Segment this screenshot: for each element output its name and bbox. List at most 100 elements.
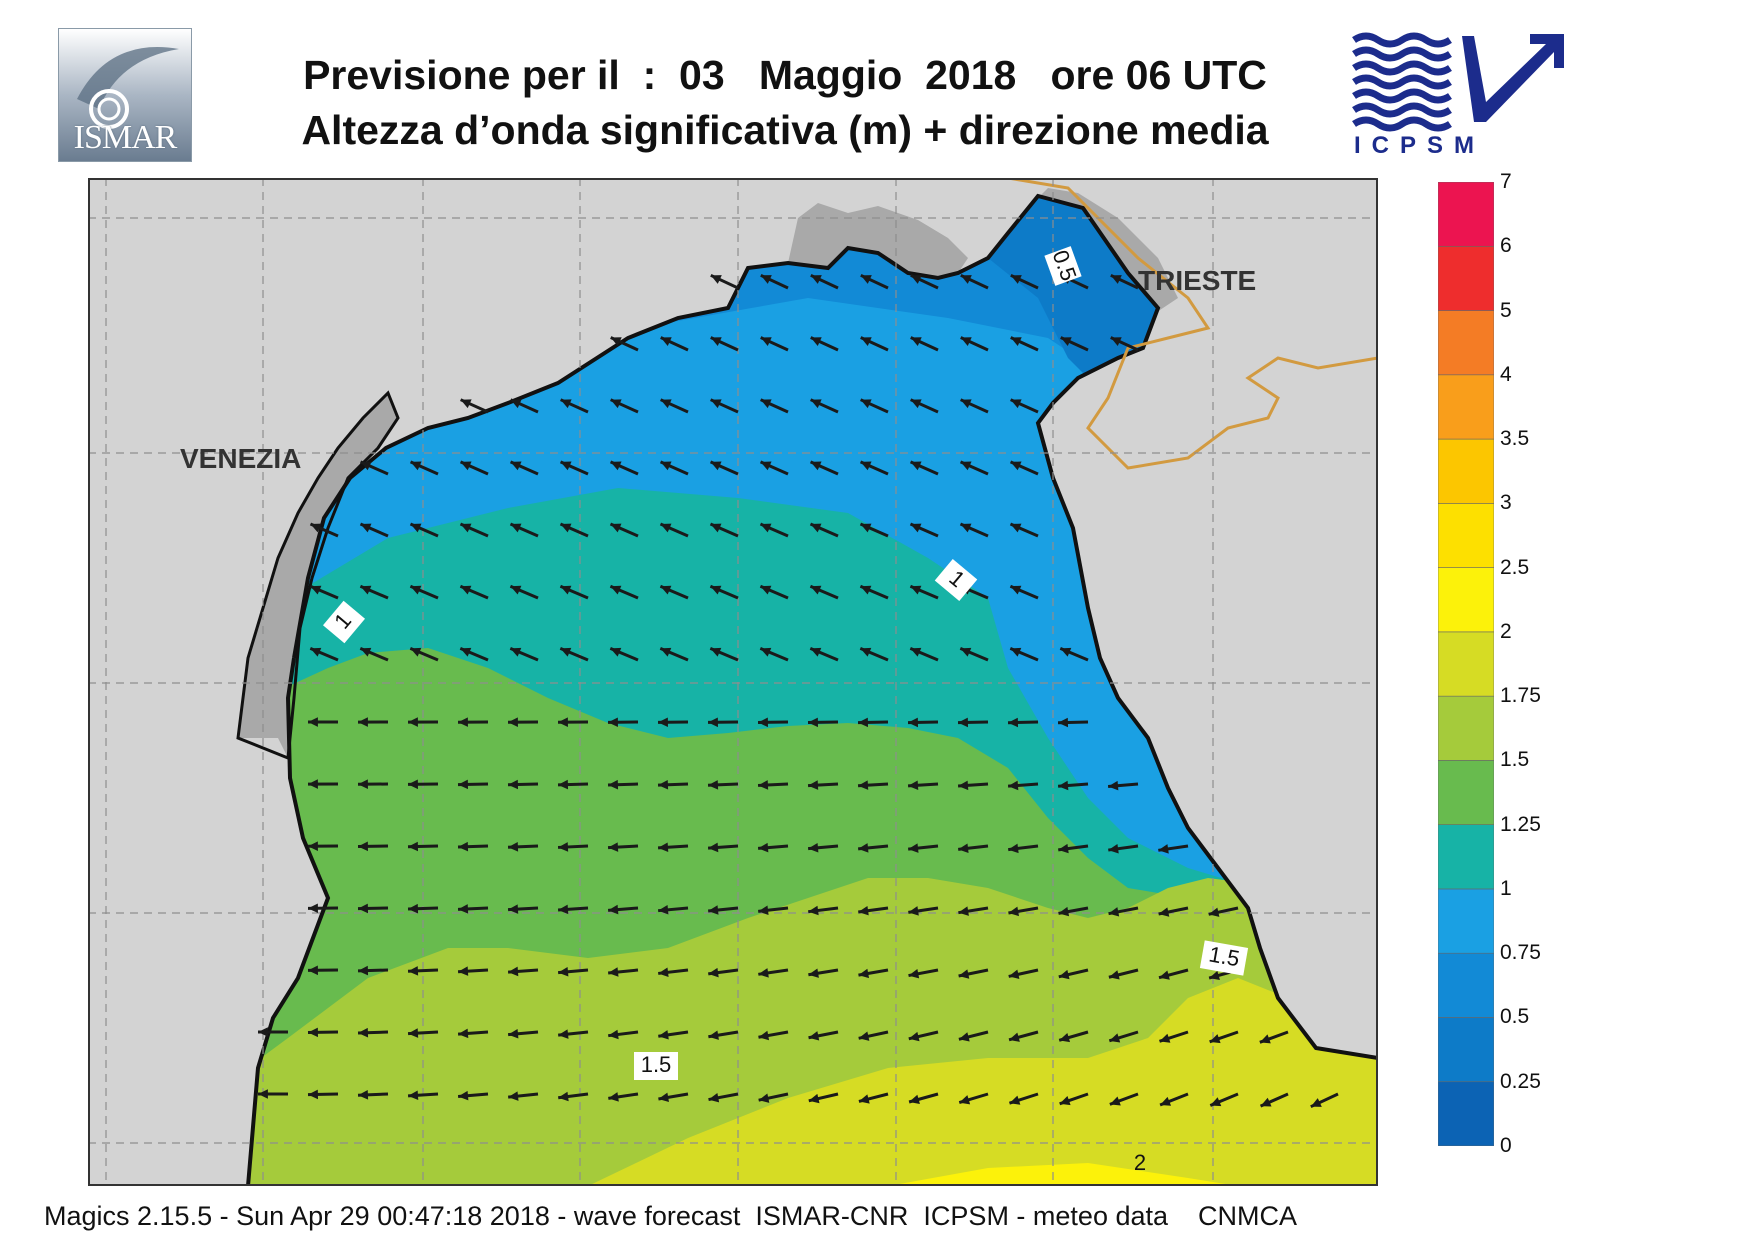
wave-direction-arrow <box>507 904 539 914</box>
wave-direction-arrow <box>507 717 539 727</box>
istria-land <box>788 203 968 278</box>
wave-direction-arrow <box>657 779 689 790</box>
colorbar-swatch <box>1438 374 1494 440</box>
contour-label-1-5-east: 1.5 <box>1207 941 1241 971</box>
wave-direction-arrow <box>859 460 889 476</box>
colorbar-tick-label: 1 <box>1500 876 1512 900</box>
wave-direction-arrow <box>659 647 689 662</box>
wave-direction-arrow <box>1010 336 1039 352</box>
wave-direction-arrow <box>1159 1092 1189 1107</box>
wave-direction-arrow <box>860 336 889 352</box>
wave-direction-arrow <box>1059 1092 1089 1106</box>
wave-direction-arrow <box>958 906 989 916</box>
wave-direction-arrow <box>509 460 539 476</box>
wave-direction-arrow <box>1259 1030 1289 1044</box>
wave-direction-arrow <box>559 647 589 662</box>
wave-direction-arrow <box>908 843 939 853</box>
wave-direction-arrow <box>608 1092 639 1102</box>
wave-direction-arrow <box>609 460 639 476</box>
wave-direction-arrow <box>507 779 539 790</box>
wave-direction-arrow <box>909 460 939 476</box>
wave-direction-arrow <box>758 968 789 978</box>
wave-direction-arrow <box>1060 336 1089 352</box>
wave-direction-arrow <box>658 1030 689 1040</box>
wave-direction-arrow <box>507 842 539 852</box>
wave-direction-arrow <box>307 903 339 914</box>
colorbar-swatch <box>1438 310 1494 376</box>
wave-direction-arrow <box>309 647 339 662</box>
wave-direction-arrow <box>357 841 389 852</box>
wave-direction-arrow <box>1259 1092 1289 1108</box>
wave-direction-arrow <box>610 336 639 352</box>
wave-direction-arrow <box>457 779 489 790</box>
wave-direction-arrow <box>910 273 939 290</box>
wave-direction-arrow <box>558 1029 589 1039</box>
wave-direction-arrow <box>557 842 589 852</box>
wave-direction-arrow <box>958 843 989 853</box>
icpsm-logo-text: ICPSM <box>1354 132 1486 159</box>
wave-direction-arrow <box>1158 906 1189 917</box>
wave-direction-arrow <box>708 1030 739 1040</box>
colorbar-swatch <box>1438 888 1494 954</box>
wave-direction-arrow <box>959 460 989 476</box>
wave-direction-arrow <box>859 584 889 600</box>
wave-direction-arrow <box>808 968 839 978</box>
colorbar-tick-label: 1.25 <box>1500 812 1541 836</box>
wave-direction-arrow <box>560 398 589 414</box>
wave-direction-arrow <box>409 647 439 662</box>
wave-direction-arrow <box>908 968 939 979</box>
wave-direction-arrows <box>258 273 1339 1109</box>
wave-direction-arrow <box>1059 647 1089 662</box>
wave-direction-arrow <box>459 647 489 662</box>
wave-direction-arrow <box>860 273 889 290</box>
colorbar-tick-label: 3 <box>1500 491 1512 515</box>
wave-direction-arrow <box>758 1030 789 1041</box>
wave-direction-arrow <box>258 1027 288 1037</box>
title-line-variable: Altezza d’onda significativa (m) + direz… <box>301 107 1269 153</box>
wave-direction-arrow <box>960 398 989 414</box>
wave-direction-arrow <box>807 842 839 853</box>
wave-direction-arrow <box>858 968 889 979</box>
wave-direction-arrow <box>860 398 889 414</box>
wave-direction-arrow <box>760 273 789 290</box>
wave-direction-arrow <box>407 717 439 727</box>
colorbar-tick-label: 2.5 <box>1500 555 1530 579</box>
wave-direction-arrow <box>557 904 589 915</box>
wave-direction-arrow <box>857 780 889 790</box>
wave-direction-arrow <box>810 273 839 290</box>
wave-direction-arrow <box>1010 273 1039 290</box>
colorbar-swatch <box>1438 245 1494 311</box>
wave-direction-arrow <box>407 841 439 852</box>
wave-height-map: 0.5 1 1 1.5 1.5 2 VENEZIA TRIESTE <box>88 178 1378 1186</box>
colorbar-tick-label: 1.75 <box>1500 684 1541 708</box>
colorbar-tick-label: 5 <box>1500 298 1512 322</box>
colorbar-tick-label: 4 <box>1500 362 1512 386</box>
wave-direction-arrow <box>1058 968 1089 980</box>
wave-direction-arrow <box>1209 1030 1239 1044</box>
wave-direction-arrow <box>857 717 889 728</box>
wave-direction-arrow <box>609 647 639 662</box>
wave-direction-arrow <box>757 780 789 790</box>
wave-direction-arrow <box>1208 906 1239 917</box>
wave-direction-arrow <box>910 336 939 352</box>
wave-direction-arrow <box>857 843 889 853</box>
wave-direction-arrow <box>407 966 439 976</box>
wave-direction-arrow <box>307 779 339 789</box>
colorbar-tick-label: 6 <box>1500 234 1512 258</box>
wave-direction-arrow <box>958 1092 989 1105</box>
wave-direction-arrow <box>407 1090 439 1101</box>
wave-direction-arrow <box>809 460 839 476</box>
wave-direction-arrow <box>610 398 639 414</box>
band-above-2 <box>888 1163 1238 1186</box>
wave-direction-arrow <box>509 522 539 538</box>
wave-direction-arrow <box>607 842 639 852</box>
wave-direction-arrow <box>307 717 339 727</box>
wave-direction-arrow <box>609 584 639 600</box>
wave-direction-arrow <box>660 336 689 352</box>
colorbar-swatch <box>1438 1081 1494 1146</box>
ismar-logo-graphic <box>59 29 191 161</box>
wave-direction-arrow <box>808 1092 839 1104</box>
wave-direction-arrow <box>1108 906 1139 917</box>
wave-direction-arrow <box>407 779 439 790</box>
wave-direction-arrow <box>708 905 739 915</box>
